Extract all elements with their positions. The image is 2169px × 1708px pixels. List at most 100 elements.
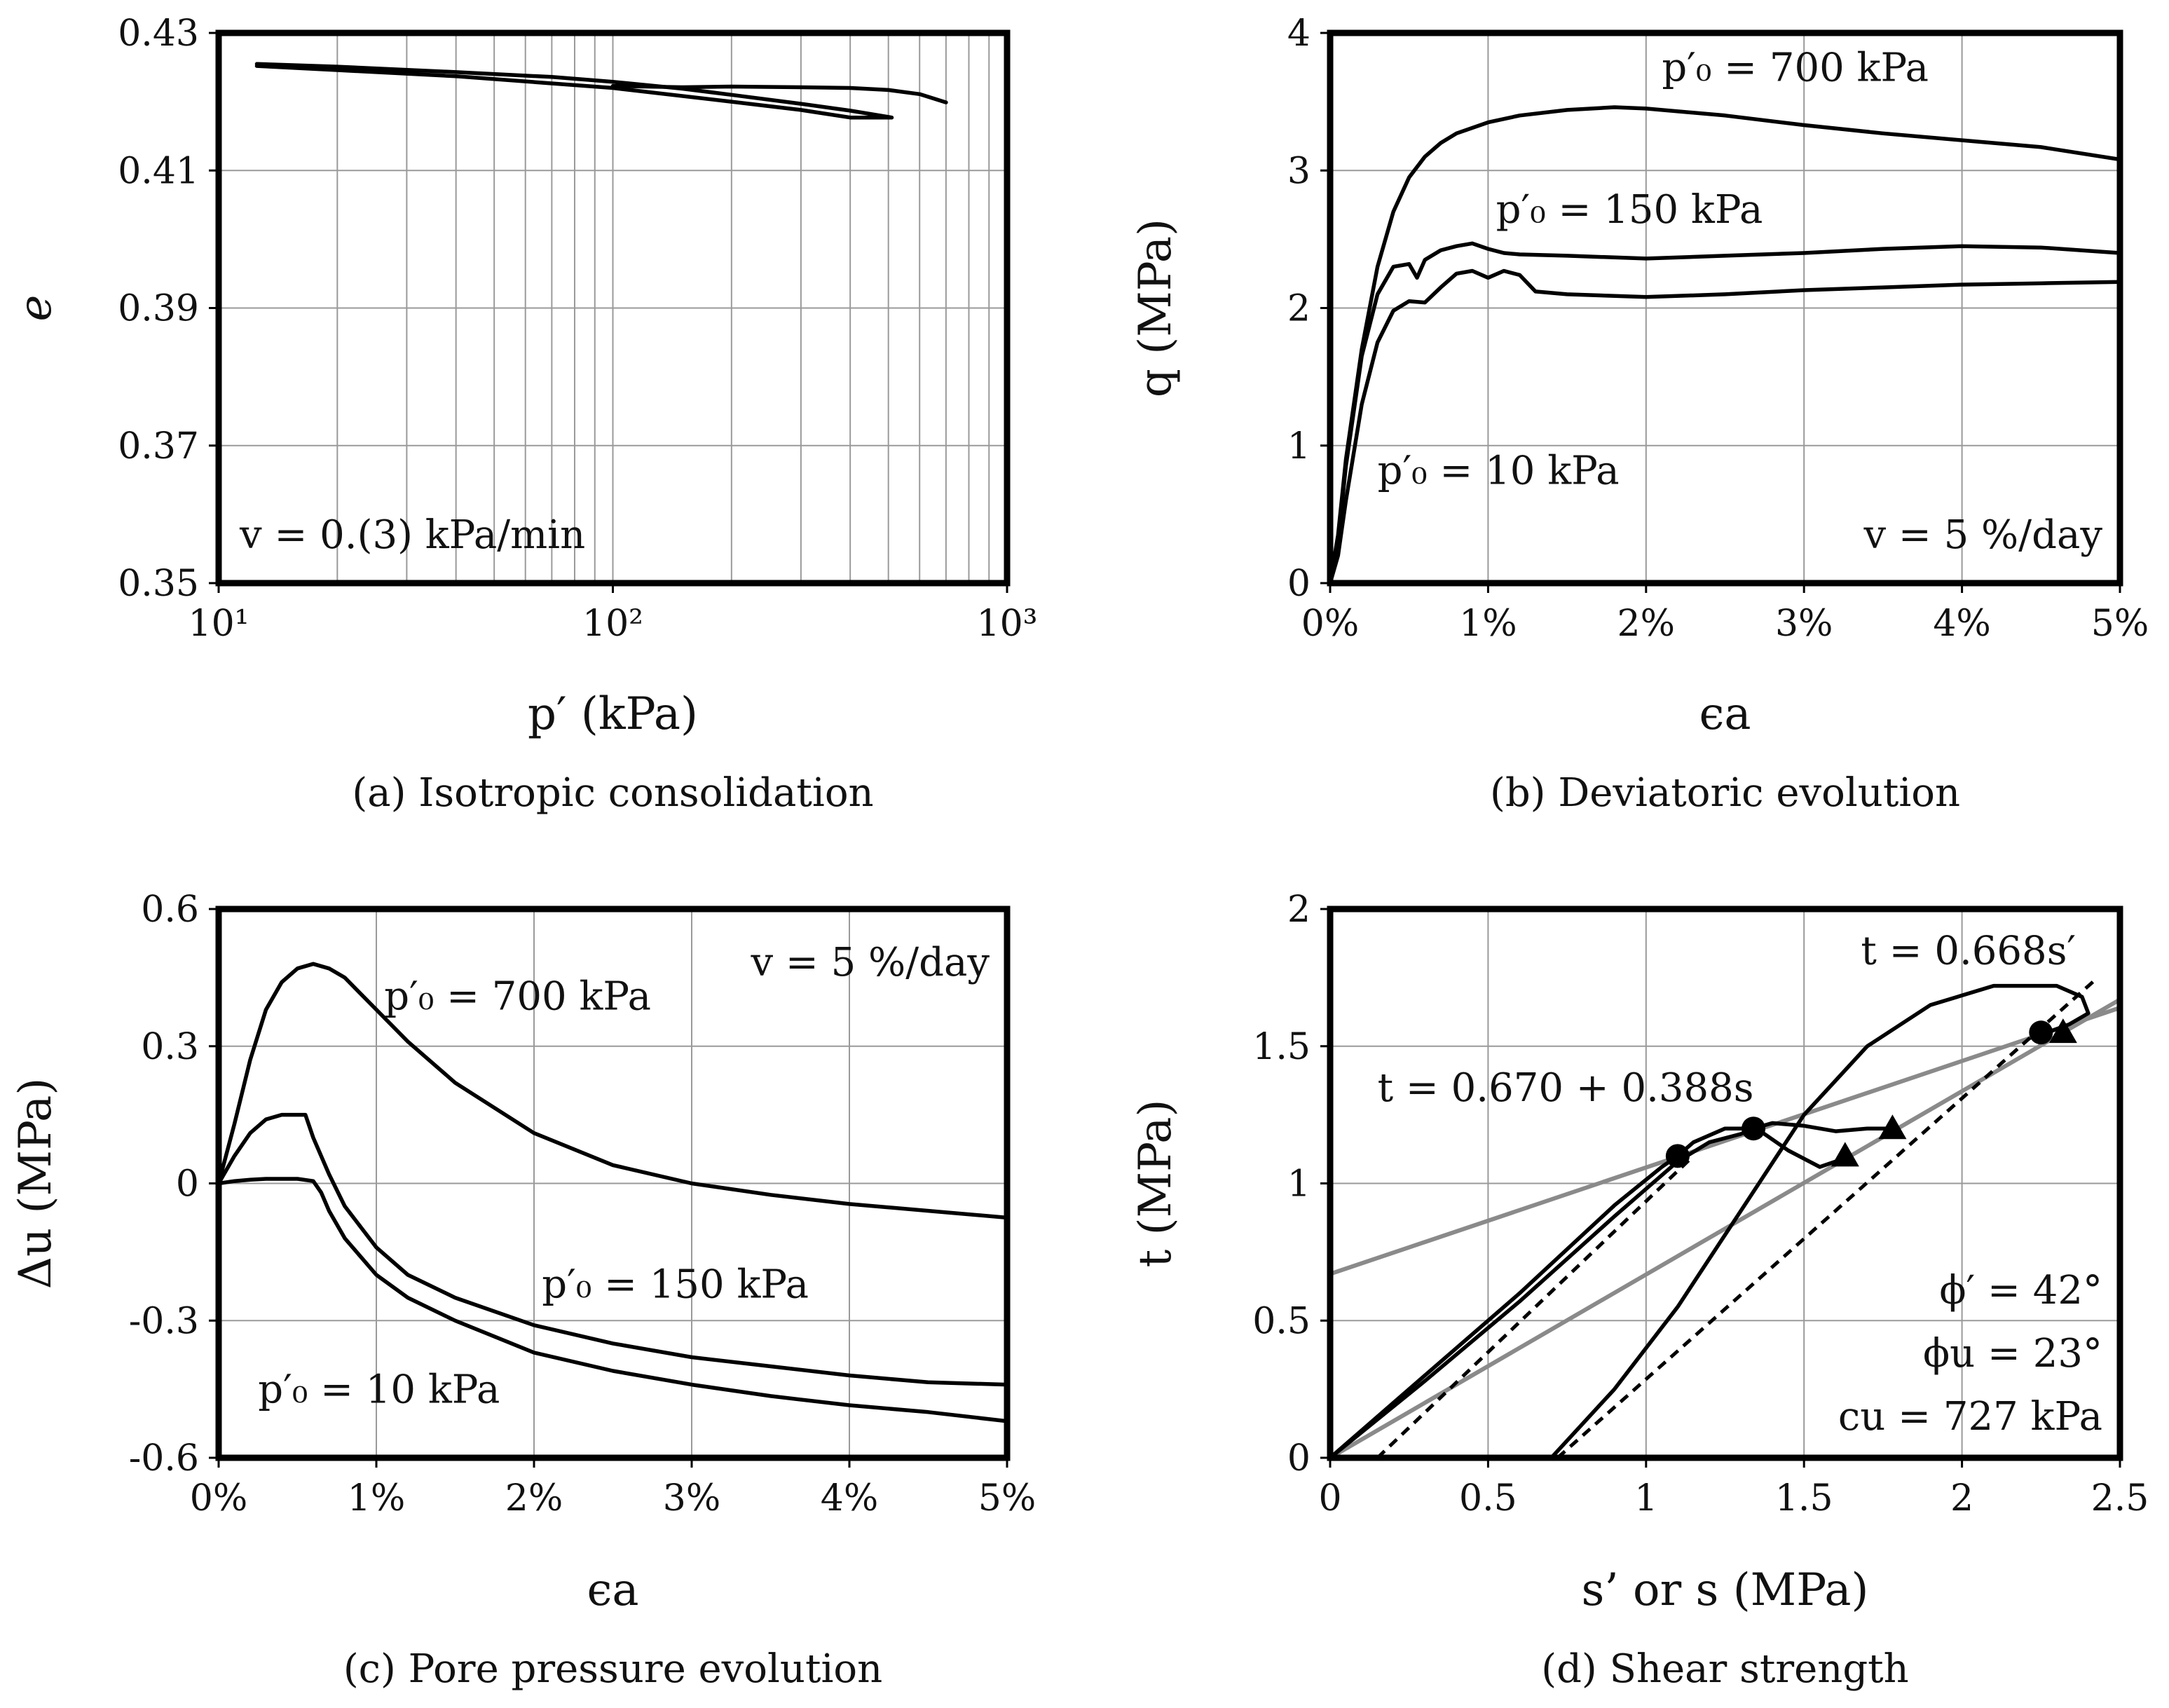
y-tick-label: 0.3 [141,1026,199,1068]
x-tick-label: 0% [1301,603,1360,645]
annotation-0: v = 0.(3) kPa/min [239,512,585,558]
series-line-2 [1549,983,2091,1458]
series-line-2 [219,1177,1007,1423]
plot-area [1330,105,2120,583]
triangle-marker [1878,1114,1907,1140]
annotation-0: t = 0.668s′ [1861,928,2076,973]
y-tick-label: 0 [1287,563,1311,605]
circle-marker [2029,1020,2053,1045]
x-axis-label: ϵa [587,1564,639,1616]
series-line-0 [1330,1126,1847,1458]
plot-frame [1327,29,2123,587]
x-tick-label: 2.5 [2091,1477,2149,1519]
annotation-text: p′₀ = 700 kPa [384,974,651,1020]
y-axis-label: t (MPa) [1130,1100,1182,1268]
chart-c: 0% 1% 2% 3% 4% 5% -0.6 -0.3 0 0.3 0.6 ϵa Δu (MPa) p′₀… [10,889,1036,1692]
x-tick-label: 4% [1933,603,1991,645]
x-tick-label: 10³ [976,603,1037,645]
annotation-text: p′₀ = 10 kPa [258,1367,500,1413]
y-axis-label: q (MPa) [1130,219,1182,397]
y-tick-label: 1 [1287,425,1311,467]
plot-frame [215,29,1011,587]
x-axis-label: ϵa [1699,688,1751,740]
x-tick-label: 3% [1775,603,1833,645]
chart-a: 10¹ 10² 10³ 0.35 0.37 0.39 0.41 0.43 p′ (kPa) e v … [10,13,1038,816]
y-axis-label: e [10,295,62,322]
annotation-1: t = 0.670 + 0.388s [1378,1065,1754,1111]
plot-frame [215,906,1011,1461]
fit-line-3 [1556,978,2096,1458]
fit-line-2 [1376,1154,1695,1458]
y-tick-label: 0.35 [118,563,199,605]
y-tick-label: -0.6 [129,1437,199,1480]
caption: (a) Isotropic consolidation [352,770,873,816]
annotation-text: p′₀ = 150 kPa [1496,187,1763,233]
annotation-text: v = 0.(3) kPa/min [239,512,585,558]
chart-d: 0 0.5 1 1.5 2 2.5 0 0.5 1 1.5 2 s’ or s (MPa) t (MPa… [1130,889,2149,1692]
series-line-2 [1330,268,2120,583]
x-axis-label: p′ (kPa) [528,688,698,740]
x-tick-label: 5% [2091,603,2149,645]
series-line-1 [610,83,948,104]
annotation-0: p′₀ = 700 kPa [1662,46,1929,91]
triangle-marker [2048,1018,2077,1044]
y-axis-label: Δu (MPa) [10,1078,62,1290]
series-line-1 [1330,1121,1895,1458]
chart-b: 0% 1% 2% 3% 4% 5% 0 1 2 3 4 ϵa q (MPa) p′₀ = 700 kPa p… [1130,13,2149,816]
x-tick-label: 1% [348,1477,406,1519]
annotation-2: p′₀ = 10 kPa [258,1367,500,1413]
triangle-marker [1831,1142,1859,1167]
caption: (b) Deviatoric evolution [1490,770,1960,816]
series-line-0 [254,62,894,120]
caption: (d) Shear strength [1541,1646,1909,1692]
x-tick-label: 1% [1459,603,1517,645]
y-tick-label: 0.6 [141,889,199,931]
y-tick-label: 0.41 [118,150,199,192]
y-tick-label: 3 [1287,150,1311,192]
series-line-0 [219,962,1007,1220]
series-line-0 [1330,105,2120,583]
x-axis-label: s’ or s (MPa) [1582,1564,1869,1616]
annotation-text: ϕu = 23° [1923,1331,2102,1376]
x-tick-label: 2% [505,1477,563,1519]
annotation-3: ϕu = 23° [1923,1331,2102,1376]
annotation-1: p′₀ = 150 kPa [1496,187,1763,233]
x-tick-label: 1 [1634,1477,1657,1519]
annotation-text: p′₀ = 700 kPa [1662,46,1929,91]
x-tick-label: 10¹ [188,603,249,645]
plot-area [1330,978,2120,1458]
x-tick-label: 1.5 [1775,1477,1833,1519]
annotation-3: v = 5 %/day [1863,512,2102,558]
y-tick-label: -0.3 [129,1300,199,1342]
fit-line-0 [1330,1006,2120,1276]
annotation-4: cu = 727 kPa [1838,1394,2102,1440]
annotation-text: t = 0.670 + 0.388s [1378,1065,1754,1111]
y-tick-label: 0.39 [118,288,199,330]
x-tick-label: 2 [1950,1477,1973,1519]
annotation-0: p′₀ = 700 kPa [384,974,651,1020]
annotation-1: p′₀ = 150 kPa [542,1262,809,1308]
y-tick-label: 0.5 [1252,1300,1311,1342]
series-line-1 [1330,241,2120,583]
y-tick-label: 1.5 [1252,1026,1311,1068]
plot-frame [1327,906,2123,1461]
annotation-text: v = 5 %/day [750,940,990,985]
x-tick-label: 0 [1318,1477,1341,1519]
plot-area [219,962,1007,1423]
x-tick-label: 0% [190,1477,248,1519]
circle-marker [1665,1144,1690,1168]
x-tick-label: 3% [663,1477,721,1519]
x-tick-label: 2% [1617,603,1676,645]
annotation-text: v = 5 %/day [1863,512,2102,558]
annotation-2: ϕ′ = 42° [1939,1268,2102,1313]
series-line-1 [219,1112,1007,1387]
circle-marker [1742,1116,1766,1141]
annotation-text: t = 0.668s′ [1861,928,2076,973]
y-tick-label: 1 [1287,1163,1311,1205]
x-tick-label: 0.5 [1459,1477,1517,1519]
annotation-text: cu = 727 kPa [1838,1394,2102,1440]
plot-area [254,62,948,120]
annotation-text: p′₀ = 150 kPa [542,1262,809,1308]
y-tick-label: 0.37 [118,425,199,467]
